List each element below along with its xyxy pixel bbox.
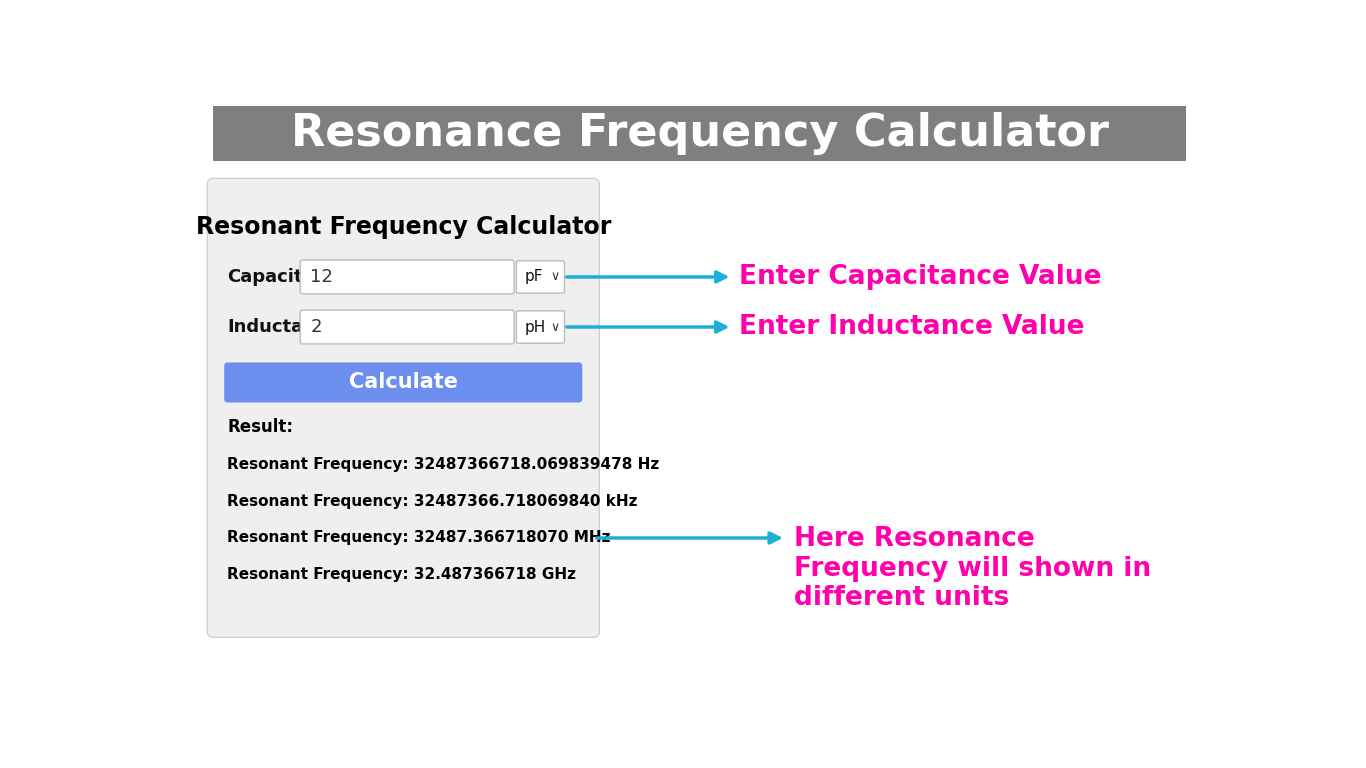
Text: Capacitance:: Capacitance: — [227, 268, 358, 286]
Text: pF: pF — [525, 270, 542, 284]
Text: Resonant Frequency: 32487.366718070 MHz: Resonant Frequency: 32487.366718070 MHz — [227, 531, 611, 545]
FancyBboxPatch shape — [208, 178, 600, 637]
Text: 12: 12 — [310, 268, 333, 286]
Text: pH: pH — [525, 319, 545, 335]
Text: different units: different units — [794, 585, 1009, 611]
FancyBboxPatch shape — [516, 261, 564, 293]
Text: Resonant Frequency Calculator: Resonant Frequency Calculator — [195, 215, 611, 239]
Text: Inductance:: Inductance: — [227, 318, 346, 336]
FancyBboxPatch shape — [301, 260, 514, 294]
Text: Frequency will shown in: Frequency will shown in — [794, 556, 1152, 581]
Text: Here Resonance: Here Resonance — [794, 526, 1034, 552]
Text: Enter Inductance Value: Enter Inductance Value — [739, 314, 1085, 340]
Text: Resonant Frequency: 32487366.718069840 kHz: Resonant Frequency: 32487366.718069840 k… — [227, 494, 638, 508]
Text: Calculate: Calculate — [348, 372, 458, 392]
FancyBboxPatch shape — [224, 362, 582, 402]
Text: 2: 2 — [310, 318, 322, 336]
Text: Resonance Frequency Calculator: Resonance Frequency Calculator — [291, 112, 1109, 155]
FancyBboxPatch shape — [301, 310, 514, 344]
Text: ∨: ∨ — [550, 270, 560, 283]
Text: Resonant Frequency: 32.487366718 GHz: Resonant Frequency: 32.487366718 GHz — [227, 568, 576, 582]
FancyBboxPatch shape — [516, 311, 564, 343]
Text: Result:: Result: — [227, 418, 294, 436]
Text: Resonant Frequency: 32487366718.069839478 Hz: Resonant Frequency: 32487366718.06983947… — [227, 456, 660, 472]
Text: ∨: ∨ — [550, 320, 560, 333]
FancyBboxPatch shape — [213, 106, 1186, 161]
Text: Enter Capacitance Value: Enter Capacitance Value — [739, 264, 1101, 290]
